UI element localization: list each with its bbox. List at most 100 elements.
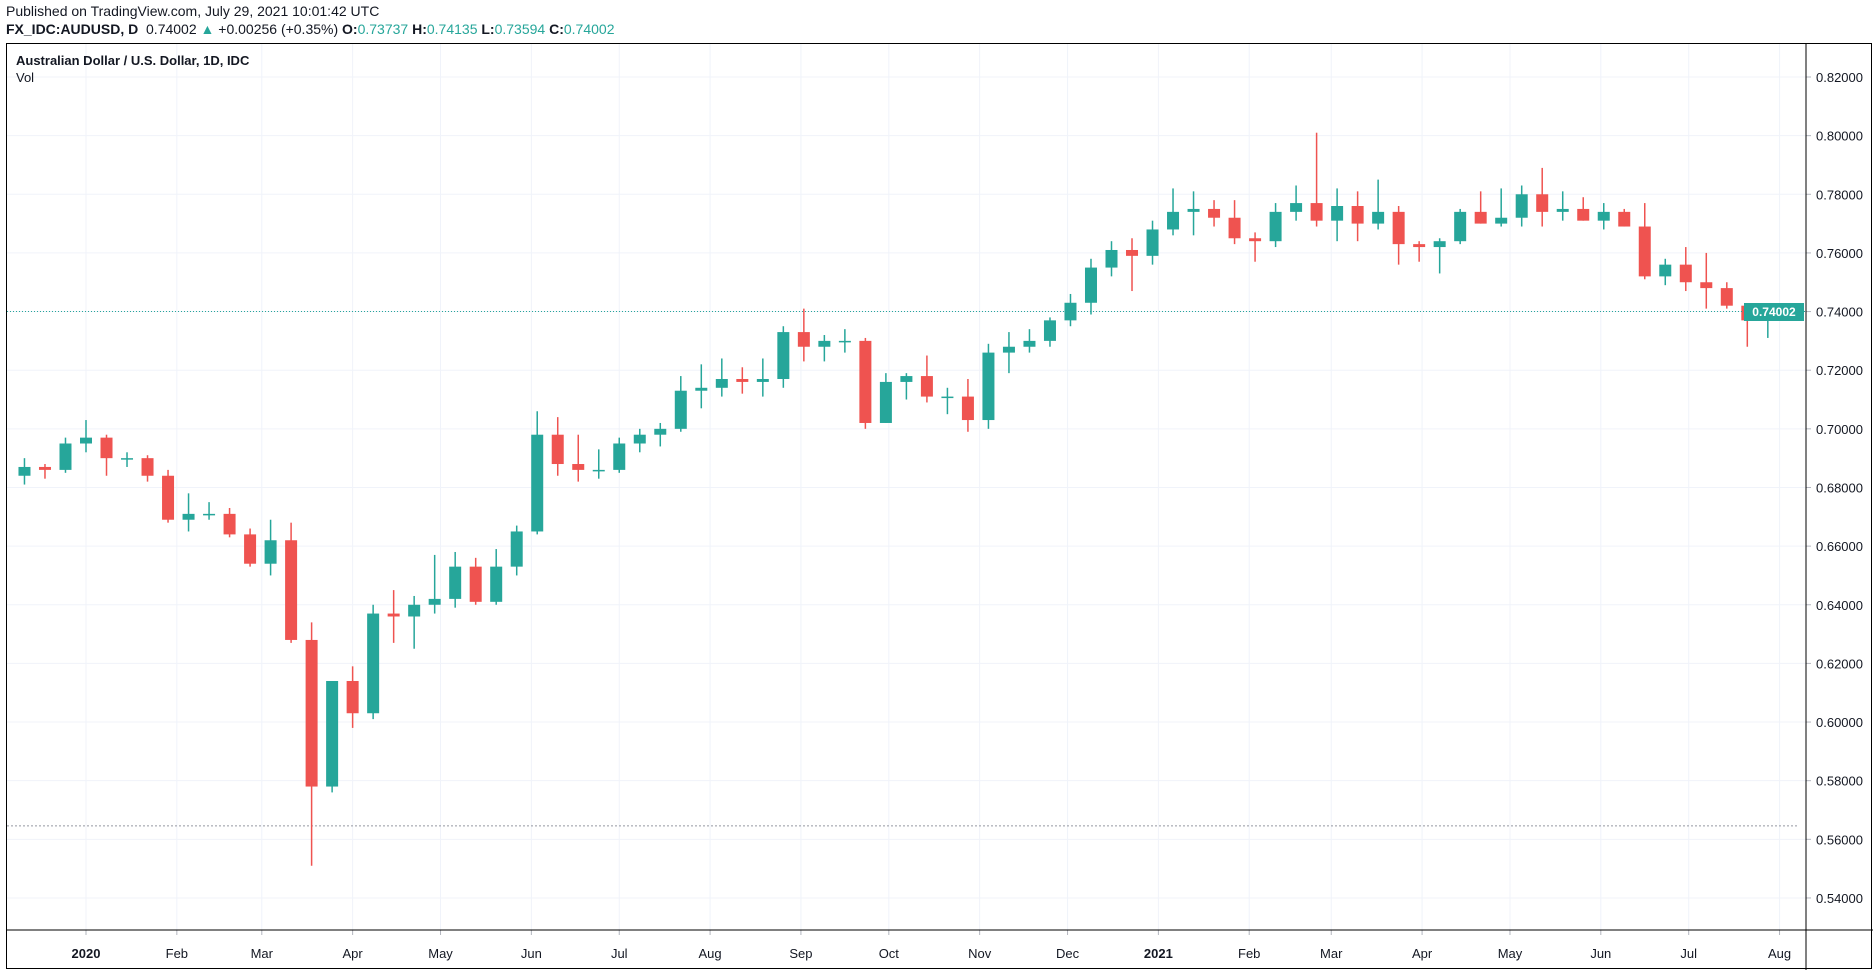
price-change: +0.00256 (+0.35%) [218, 21, 339, 37]
candle-body [1023, 340, 1036, 347]
candle-body [1064, 302, 1077, 321]
y-tick-label: 0.68000 [1816, 480, 1863, 495]
last-price: 0.74002 [146, 21, 197, 37]
candle-body [1269, 211, 1282, 242]
x-tick-label: Jun [1590, 946, 1611, 961]
candle-body [592, 469, 605, 472]
y-tick-label: 0.78000 [1816, 187, 1863, 202]
y-tick-label: 0.62000 [1816, 656, 1863, 671]
candle-body [654, 428, 667, 435]
candle-body [346, 680, 359, 714]
candle-body [244, 534, 257, 564]
candle-body [38, 466, 51, 470]
candle-body [531, 434, 544, 532]
candle-body [736, 378, 749, 382]
candle-body [674, 390, 687, 429]
candle-body [59, 443, 72, 470]
candle-body [1331, 206, 1344, 221]
candle-body [1433, 241, 1446, 248]
candle-body [1290, 203, 1303, 212]
y-tick-label: 0.56000 [1816, 832, 1863, 847]
x-tick-label: Aug [699, 946, 722, 961]
x-tick-label: May [1498, 946, 1523, 961]
candle-body [1659, 264, 1672, 277]
candle-body [449, 566, 462, 599]
x-tick-label: Mar [1320, 946, 1343, 961]
candle-body [18, 466, 31, 476]
candle-body [941, 396, 954, 399]
candle-body [613, 443, 626, 470]
chart-legend-title: Australian Dollar / U.S. Dollar, 1D, IDC [16, 53, 250, 68]
candle-body [982, 352, 995, 421]
x-tick-label: Apr [343, 946, 364, 961]
y-tick-label: 0.66000 [1816, 539, 1863, 554]
y-tick-label: 0.58000 [1816, 774, 1863, 789]
low-label: L: [481, 21, 495, 37]
open-label: O: [342, 21, 358, 37]
x-tick-label: Nov [968, 946, 992, 961]
x-tick-label: 2020 [72, 946, 101, 961]
x-tick-label: Jul [611, 946, 628, 961]
candle-body [777, 332, 790, 379]
y-tick-label: 0.80000 [1816, 129, 1863, 144]
candle-body [1392, 211, 1405, 245]
symbol-bar: FX_IDC:AUDUSD, D 0.74002 ▲ +0.00256 (+0.… [6, 21, 614, 37]
candle-body [900, 376, 913, 382]
candle-body [961, 396, 974, 421]
x-tick-label: Mar [251, 946, 274, 961]
candle-body [1167, 211, 1180, 230]
candle-body [756, 378, 769, 382]
candle-body [695, 387, 708, 391]
high-value: 0.74135 [426, 21, 478, 37]
candle-body [1084, 267, 1097, 303]
y-tick-label: 0.76000 [1816, 246, 1863, 261]
candle-body [1679, 264, 1692, 283]
low-value: 0.73594 [494, 21, 546, 37]
y-tick-label: 0.74000 [1816, 305, 1863, 320]
candle-body [1126, 249, 1139, 256]
symbol-name: FX_IDC:AUDUSD, D [6, 21, 139, 37]
candle-body [305, 639, 318, 787]
y-tick-label: 0.64000 [1816, 598, 1863, 613]
x-tick-label: 2021 [1144, 946, 1173, 961]
candle-body [1720, 288, 1733, 306]
candle-body [715, 378, 728, 388]
high-label: H: [412, 21, 427, 37]
candle-body [1556, 208, 1569, 212]
x-tick-label: Oct [879, 946, 900, 961]
candle-body [859, 340, 872, 423]
candle-body [490, 566, 503, 602]
candle-body [1638, 226, 1651, 277]
candle-body [80, 437, 92, 444]
candle-body [100, 437, 113, 459]
candle-body [1597, 211, 1610, 221]
candle-body [1536, 194, 1549, 212]
x-tick-label: Jul [1680, 946, 1697, 961]
candle-body [408, 604, 421, 617]
candle-body [162, 475, 175, 520]
x-tick-label: May [428, 946, 453, 961]
candle-body [797, 332, 810, 347]
x-tick-label: Jun [521, 946, 542, 961]
candle-body [1208, 208, 1221, 218]
x-tick-label: Feb [1238, 946, 1260, 961]
published-note: Published on TradingView.com, July 29, 2… [6, 3, 380, 19]
candle-body [879, 381, 892, 423]
open-value: 0.73737 [357, 21, 409, 37]
candle-body [1310, 203, 1323, 221]
close-label: C: [549, 21, 564, 37]
candle-body [264, 540, 277, 564]
candle-body [1454, 211, 1467, 242]
candle-body [182, 513, 195, 520]
candle-body [1351, 206, 1364, 224]
candle-body [1577, 208, 1590, 221]
y-tick-label: 0.54000 [1816, 891, 1863, 906]
candle-body [203, 513, 216, 516]
candle-body [1474, 211, 1487, 224]
chart-frame [6, 43, 1872, 969]
candle-body [1043, 320, 1056, 341]
candle-body [1228, 217, 1241, 239]
candle-body [838, 340, 851, 343]
last-price-tag: 0.74002 [1744, 302, 1804, 321]
